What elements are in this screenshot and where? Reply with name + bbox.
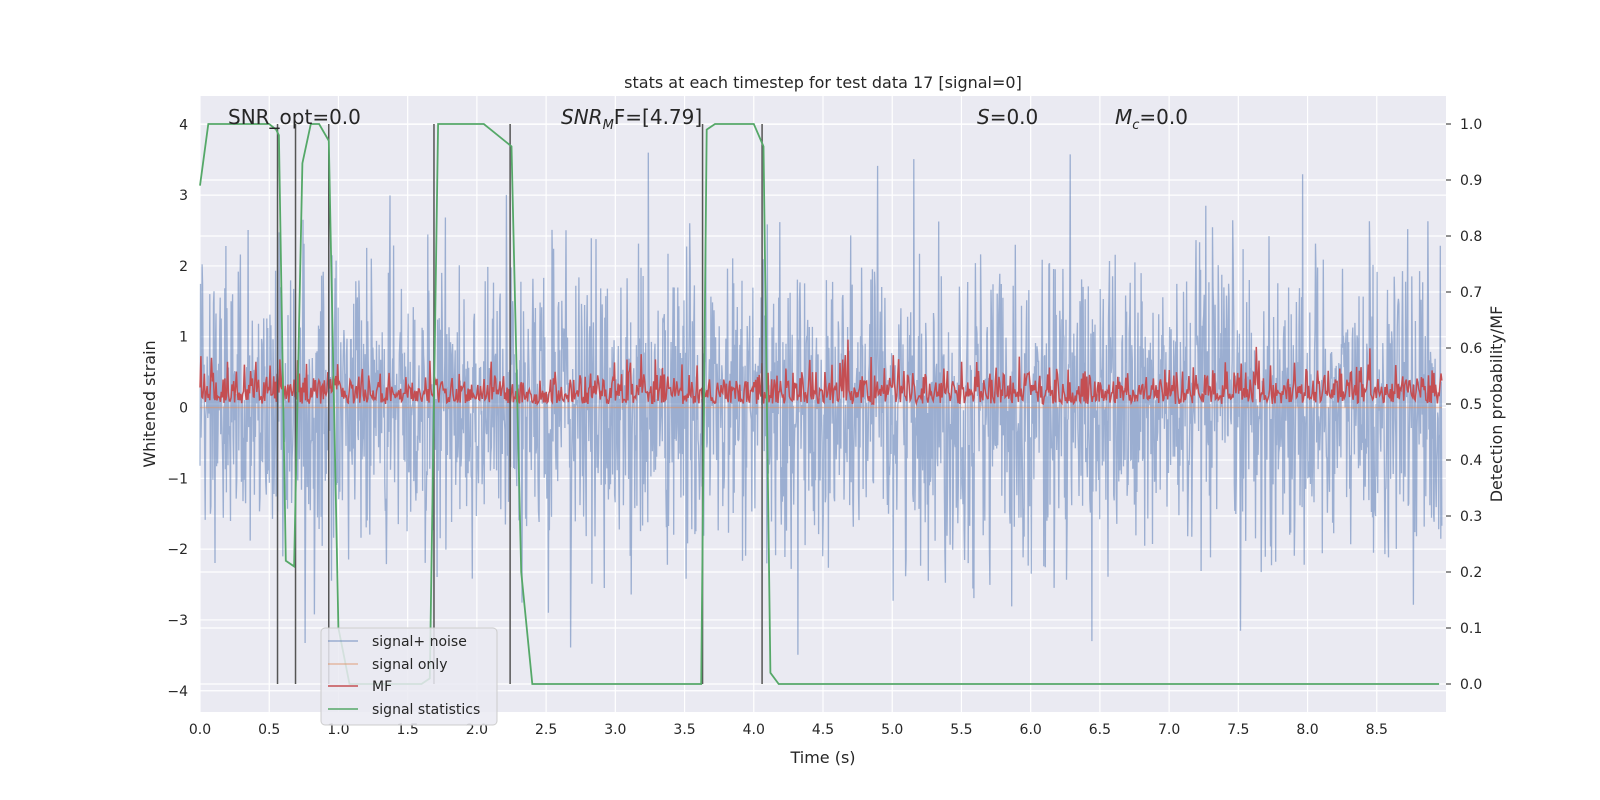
x-tick-label: 6.0 [1020, 722, 1042, 738]
y-tick-label-right: 0.3 [1460, 509, 1482, 525]
y-tick-label-left: −3 [167, 613, 188, 629]
series-mf [199, 339, 1443, 407]
mf-line [199, 339, 1443, 407]
x-tick-label: 8.5 [1366, 722, 1388, 738]
x-tick-label: 5.5 [950, 722, 972, 738]
legend-label-signal-statistics: signal statistics [372, 702, 480, 718]
x-tick-label: 4.0 [743, 722, 765, 738]
x-tick-label: 1.5 [397, 722, 419, 738]
x-tick-label: 0.5 [258, 722, 280, 738]
annotation-mc: Mc=0.0 [1115, 105, 1188, 133]
y-tick-label-left: 3 [179, 188, 188, 204]
y-tick-label-right: 0.1 [1460, 621, 1482, 637]
legend-label-signal-only: signal only [372, 657, 447, 673]
annotation-snr-mf: SNRMF=[4.79] [561, 105, 702, 133]
x-tick-label: 4.5 [812, 722, 834, 738]
y-tick-label-right: 0.6 [1460, 341, 1482, 357]
legend-label-signal-noise: signal+ noise [372, 634, 467, 650]
y-tick-label-left: −4 [167, 684, 188, 700]
y-tick-label-right: 0.8 [1460, 229, 1482, 245]
y-tick-label-left: 0 [179, 401, 188, 417]
annotation-s: S=0.0 [977, 105, 1038, 129]
x-tick-label: 3.0 [604, 722, 626, 738]
y-tick-label-right: 0.4 [1460, 453, 1482, 469]
signal-noise-line [199, 152, 1443, 655]
y-tick-label-right: 0.7 [1460, 285, 1482, 301]
series-signal-noise [199, 152, 1443, 655]
x-tick-label: 0.0 [189, 722, 211, 738]
x-tick-label: 5.0 [881, 722, 903, 738]
x-axis-label: Time (s) [789, 748, 855, 767]
annotation-snr-opt: SNR_opt=0.0 [228, 105, 361, 129]
y-tick-label-left: 2 [179, 259, 188, 275]
y-tick-label-right: 0.0 [1460, 677, 1482, 693]
legend-box [320, 627, 498, 726]
y-tick-labels-right: 1.0 0.9 0.8 0.7 0.6 0.5 0.4 0.3 0.2 0.1 0.0 [1446, 117, 1482, 693]
legend-label-mf: MF [372, 679, 392, 695]
x-tick-label: 7.0 [1158, 722, 1180, 738]
x-tick-label: 2.5 [535, 722, 557, 738]
y-tick-label-left: 1 [179, 330, 188, 346]
x-tick-labels: 0.0 0.5 1.0 1.5 2.0 2.5 3.0 3.5 4.0 4.5 5.0 5.5 6.0 6… [189, 722, 1388, 738]
y-tick-label-right: 0.9 [1460, 173, 1482, 189]
y-tick-labels-left: 4 3 2 1 0 −1 −2 −3 −4 [167, 117, 188, 699]
x-tick-label: 6.5 [1089, 722, 1111, 738]
chart-title: stats at each timestep for test data 17 … [624, 73, 1022, 92]
x-tick-label: 8.0 [1296, 722, 1318, 738]
legend: signal+ noise signal only MF signal stat… [320, 627, 498, 726]
y-tick-label-right: 0.5 [1460, 397, 1482, 413]
x-tick-label: 1.0 [327, 722, 349, 738]
y-axis-label-left: Whitened strain [140, 340, 159, 467]
x-tick-label: 3.5 [673, 722, 695, 738]
y-axis-label-right: Detection probability/MF [1487, 306, 1506, 503]
y-tick-label-right: 1.0 [1460, 117, 1482, 133]
x-tick-label: 7.5 [1227, 722, 1249, 738]
y-tick-label-left: −1 [167, 471, 188, 487]
y-tick-label-left: 4 [179, 117, 188, 133]
y-tick-label-left: −2 [167, 542, 188, 558]
y-tick-label-right: 0.2 [1460, 565, 1482, 581]
x-tick-label: 2.0 [466, 722, 488, 738]
